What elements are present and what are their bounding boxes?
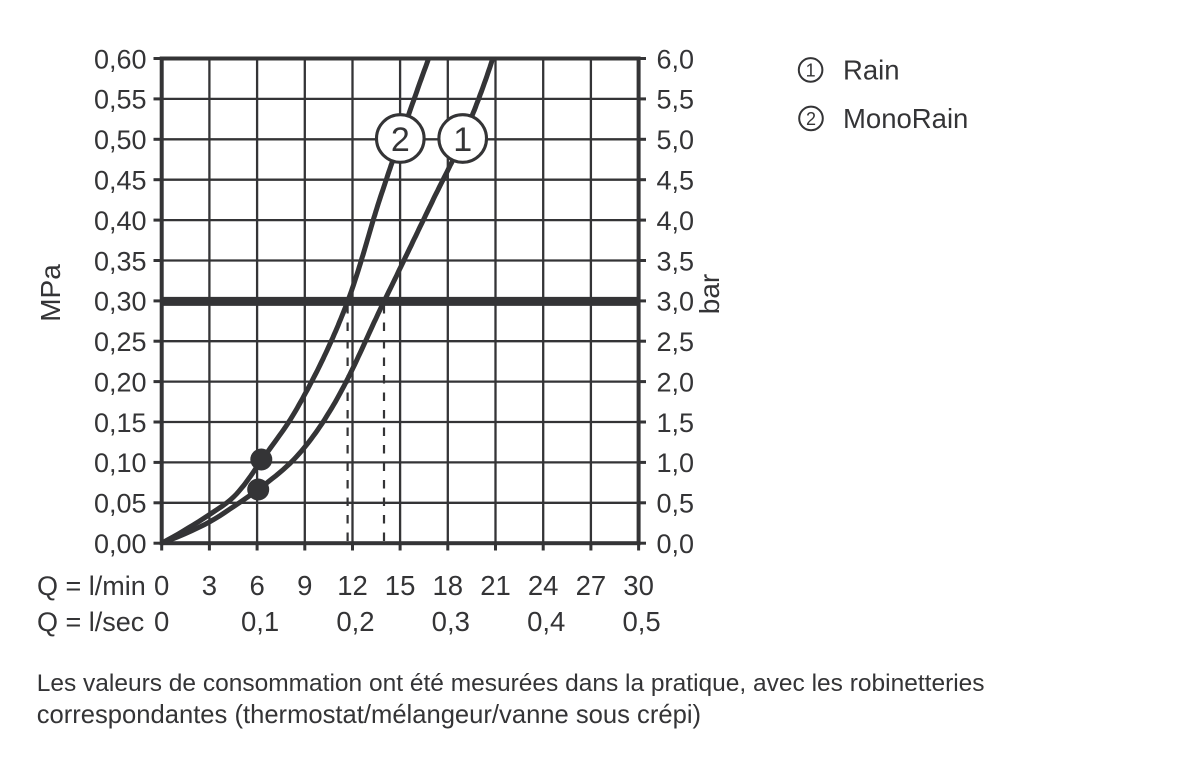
svg-text:0: 0 <box>154 606 169 637</box>
svg-text:Q = l/sec: Q = l/sec <box>37 607 144 637</box>
svg-text:0,25: 0,25 <box>94 327 147 357</box>
svg-text:MonoRain: MonoRain <box>843 103 968 134</box>
svg-text:0,3: 0,3 <box>432 606 470 637</box>
svg-text:6,0: 6,0 <box>657 44 695 74</box>
svg-text:bar: bar <box>694 274 725 314</box>
svg-text:0,10: 0,10 <box>94 448 147 478</box>
svg-text:0,35: 0,35 <box>94 246 147 276</box>
svg-text:0,00: 0,00 <box>94 529 147 559</box>
svg-text:0,1: 0,1 <box>241 606 279 637</box>
svg-text:0,55: 0,55 <box>94 85 147 115</box>
svg-text:0,05: 0,05 <box>94 489 147 519</box>
svg-text:0,15: 0,15 <box>94 408 147 438</box>
svg-text:correspondantes (thermostat/mé: correspondantes (thermostat/mélangeur/va… <box>37 701 701 729</box>
svg-text:0,40: 0,40 <box>94 206 147 236</box>
svg-text:27: 27 <box>576 570 607 601</box>
svg-text:4,0: 4,0 <box>657 206 695 236</box>
svg-text:MPa: MPa <box>35 264 66 322</box>
svg-text:3,0: 3,0 <box>657 287 695 317</box>
svg-text:15: 15 <box>385 570 416 601</box>
svg-text:0,5: 0,5 <box>622 606 660 637</box>
svg-text:0,4: 0,4 <box>527 606 565 637</box>
svg-text:30: 30 <box>623 570 654 601</box>
svg-text:24: 24 <box>528 570 559 601</box>
svg-text:0,2: 0,2 <box>336 606 374 637</box>
svg-text:1: 1 <box>453 121 472 159</box>
svg-text:1: 1 <box>806 61 816 81</box>
svg-text:1,5: 1,5 <box>657 408 695 438</box>
svg-text:0,20: 0,20 <box>94 367 147 397</box>
svg-text:12: 12 <box>337 570 368 601</box>
svg-text:2,0: 2,0 <box>657 367 695 397</box>
svg-text:3,5: 3,5 <box>657 246 695 276</box>
svg-text:4,5: 4,5 <box>657 166 695 196</box>
svg-text:2: 2 <box>806 109 816 129</box>
svg-text:0,30: 0,30 <box>94 287 147 317</box>
svg-text:0,5: 0,5 <box>657 489 695 519</box>
svg-text:0,0: 0,0 <box>657 529 695 559</box>
svg-text:0,45: 0,45 <box>94 166 147 196</box>
svg-text:0: 0 <box>154 570 169 601</box>
svg-text:Les valeurs de consommation on: Les valeurs de consommation ont été mesu… <box>37 670 985 697</box>
svg-text:6: 6 <box>249 570 264 601</box>
svg-text:9: 9 <box>297 570 312 601</box>
svg-text:18: 18 <box>433 570 464 601</box>
svg-text:1,0: 1,0 <box>657 448 695 478</box>
svg-text:5,0: 5,0 <box>657 125 695 155</box>
svg-text:0,60: 0,60 <box>94 44 147 74</box>
svg-text:5,5: 5,5 <box>657 85 695 115</box>
svg-text:2,5: 2,5 <box>657 327 695 357</box>
svg-text:21: 21 <box>480 570 511 601</box>
svg-text:2: 2 <box>391 121 410 159</box>
svg-text:3: 3 <box>202 570 217 601</box>
svg-text:Q = l/min: Q = l/min <box>37 571 146 601</box>
svg-text:0,50: 0,50 <box>94 125 147 155</box>
svg-text:Rain: Rain <box>843 55 900 86</box>
